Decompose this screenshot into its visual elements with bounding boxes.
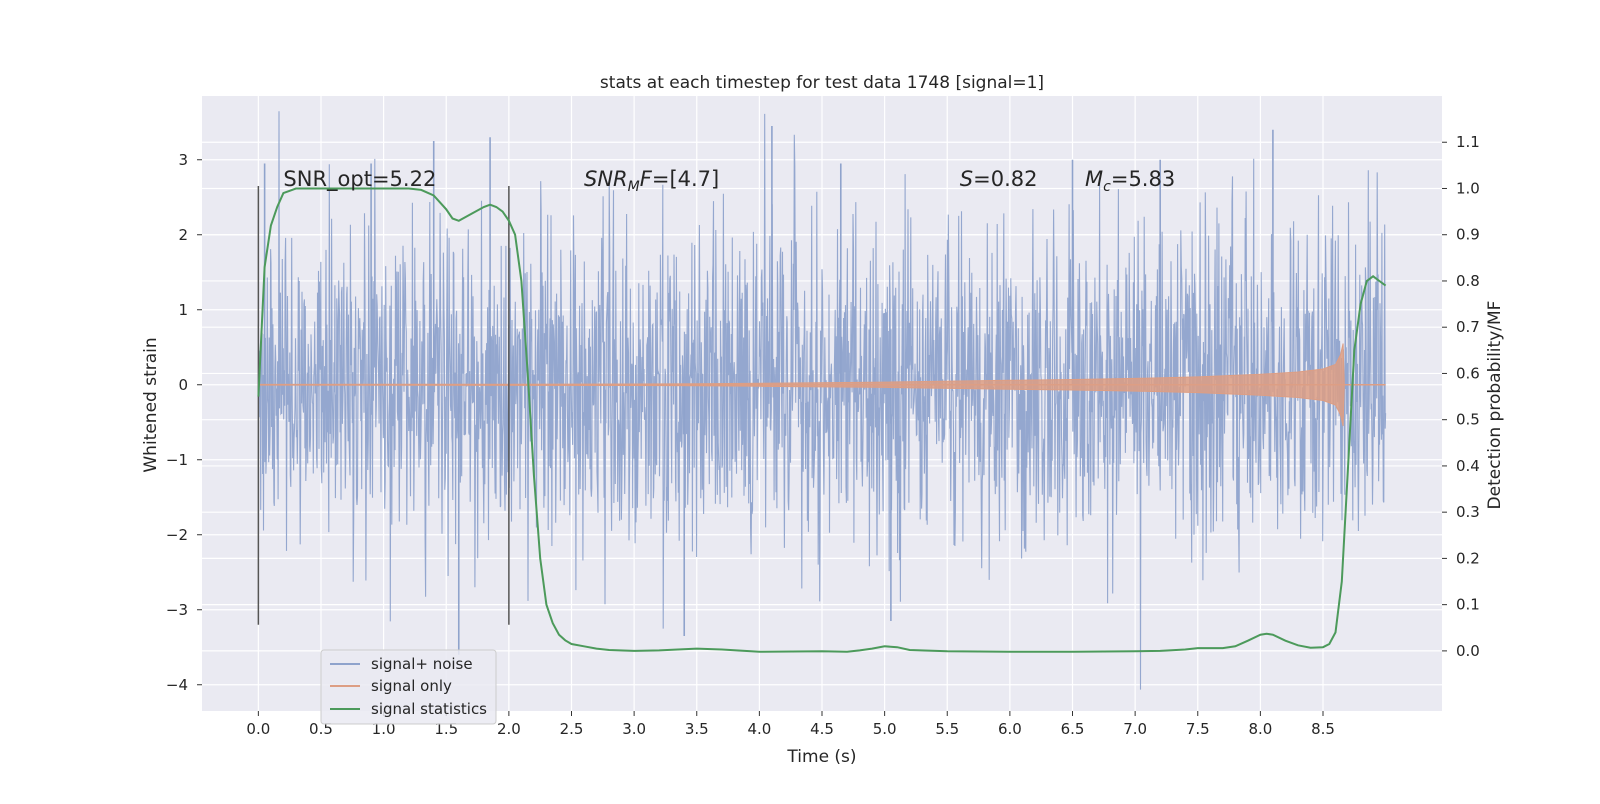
chart-title: stats at each timestep for test data 174…: [600, 73, 1044, 93]
annotation-text: SNRMF=[4.7]: [584, 167, 719, 195]
annotation-rest: F: [640, 167, 653, 191]
x-tick-label: 0.0: [246, 720, 270, 738]
y-tick-label-right: 0.8: [1456, 272, 1480, 290]
x-tick-label: 8.0: [1248, 720, 1272, 738]
x-tick-label: 5.0: [873, 720, 897, 738]
legend: signal+ noise signal only signal statist…: [320, 649, 497, 725]
x-ticks: 0.0 0.5 1.0 1.5 2.0 2.5 3.0 3.5 4.0 4.5 5.0 5.5 6.0 6…: [246, 711, 1335, 738]
y-axis-label-right: Detection probability/MF: [1485, 301, 1505, 510]
y-tick-label: 1: [178, 301, 188, 319]
legend-box: [320, 649, 497, 725]
y-tick-label-right: 0.9: [1456, 226, 1480, 244]
annotation-rest: =0.82: [973, 167, 1037, 191]
annotation-text: S=0.82: [960, 167, 1038, 191]
x-tick-label: 3.0: [622, 720, 646, 738]
x-tick-label: 7.0: [1123, 720, 1147, 738]
annotation-rest: =[4.7]: [652, 167, 719, 191]
annotation-var: SNR: [584, 167, 628, 191]
x-tick-label: 2.5: [560, 720, 584, 738]
y-tick-label-right: 0.6: [1456, 364, 1480, 382]
x-tick-label: 6.0: [998, 720, 1022, 738]
x-tick-label: 7.5: [1186, 720, 1210, 738]
y-tick-label: −3: [166, 601, 188, 619]
y-tick-label-right: 0.0: [1456, 642, 1480, 660]
y-tick-label-right: 0.5: [1456, 411, 1480, 429]
y-tick-label-right: 0.1: [1456, 596, 1480, 614]
legend-label-noise: signal+ noise: [371, 655, 473, 673]
y-tick-label: 2: [178, 226, 188, 244]
x-tick-label: 5.5: [935, 720, 959, 738]
x-tick-label: 6.5: [1061, 720, 1085, 738]
y-tick-label-right: 1.0: [1456, 179, 1480, 197]
y-tick-label: −2: [166, 526, 188, 544]
y-tick-label-right: 0.7: [1456, 318, 1480, 336]
y-tick-label-right: 1.1: [1456, 133, 1480, 151]
window-markers: [257, 186, 510, 625]
x-tick-label: 3.5: [685, 720, 709, 738]
noise-series: [257, 111, 1387, 690]
annotation-subscript: c: [1103, 179, 1111, 195]
annotation-var: M: [1085, 167, 1103, 191]
signal-only-series: [257, 343, 1386, 427]
annotation-var: S: [960, 167, 973, 191]
y-tick-label-right: 0.4: [1456, 457, 1480, 475]
annotation-subscript: M: [628, 179, 640, 195]
x-axis-label: Time (s): [786, 747, 856, 767]
annotation-rest: =5.83: [1111, 167, 1175, 191]
statistics-series: [257, 187, 1387, 653]
x-tick-label: 4.5: [810, 720, 834, 738]
annotations: SNR_opt=5.22 SNRMF=[4.7] S=0.82 Mc=5.83: [283, 167, 1175, 195]
y-ticks-right: 1.1 1.0 0.9 0.8 0.7 0.6 0.5 0.4 0.3 0.2 0.1 0.0: [1442, 133, 1480, 660]
legend-label-statistics: signal statistics: [371, 700, 487, 718]
y-tick-label: −4: [166, 676, 188, 694]
y-tick-label: 3: [178, 151, 188, 169]
x-tick-label: 4.0: [747, 720, 771, 738]
y-tick-label-right: 0.2: [1456, 549, 1480, 567]
annotation-text: SNR_opt=5.22: [283, 167, 436, 192]
statistics-line: [257, 187, 1387, 653]
legend-label-signal: signal only: [371, 677, 452, 695]
annotation-text: Mc=5.83: [1085, 167, 1175, 195]
x-tick-label: 8.5: [1311, 720, 1335, 738]
y-tick-label-right: 0.3: [1456, 503, 1480, 521]
y-tick-label: 0: [178, 376, 188, 394]
y-axis-label-left: Whitened strain: [141, 337, 161, 472]
y-ticks-left: 3 2 1 0 −1 −2 −3 −4: [166, 151, 202, 694]
y-tick-label: −1: [166, 451, 188, 469]
x-tick-label: 2.0: [497, 720, 521, 738]
noise-trace-line: [257, 111, 1387, 690]
